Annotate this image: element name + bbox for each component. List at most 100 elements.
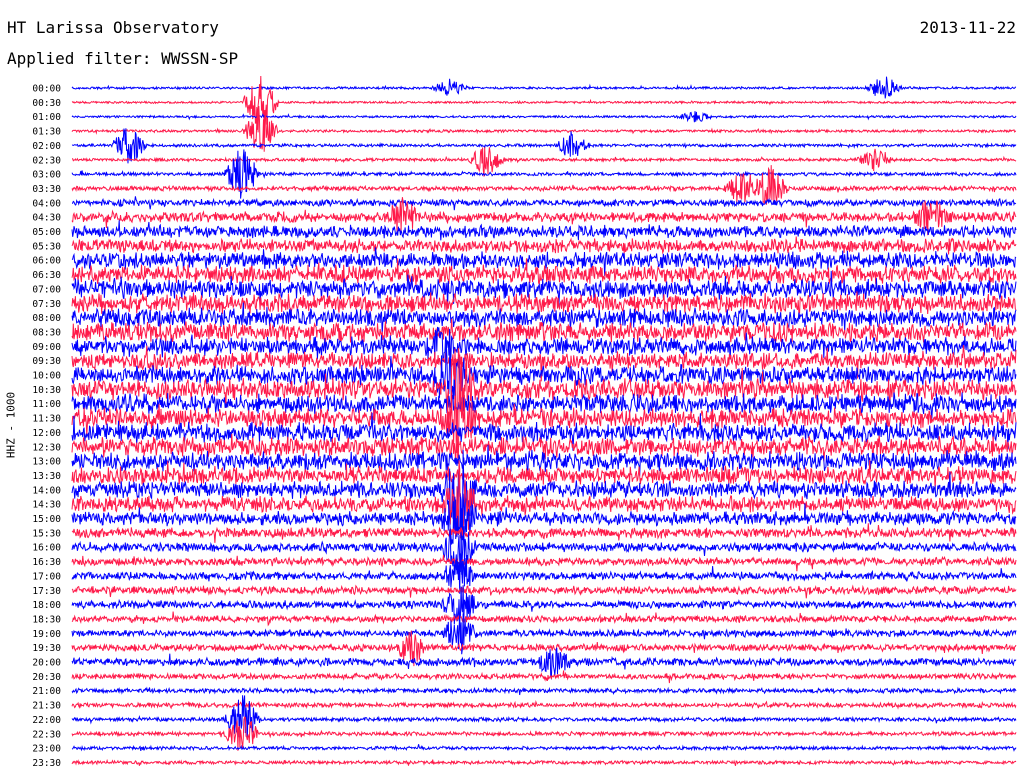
seismic-trace — [71, 344, 1017, 382]
seismic-trace — [71, 412, 1017, 451]
time-label: 10:30 — [32, 385, 61, 396]
seismic-trace — [71, 699, 1017, 710]
time-label: 22:00 — [32, 715, 61, 726]
station-title: HT Larissa Observatory — [7, 18, 219, 37]
seismic-trace — [72, 196, 1017, 211]
seismic-trace — [71, 220, 1017, 241]
seismic-trace — [71, 75, 1017, 132]
seismic-trace — [71, 647, 1017, 681]
time-label: 03:00 — [32, 170, 61, 181]
seismic-trace — [71, 105, 1017, 152]
time-label: 15:30 — [32, 528, 61, 539]
seismic-trace — [71, 197, 1017, 236]
seismic-trace — [71, 340, 1017, 414]
seismic-trace — [71, 392, 1017, 424]
time-label: 13:00 — [32, 457, 61, 468]
seismic-trace — [71, 630, 1017, 667]
time-label: 08:30 — [32, 327, 61, 338]
time-label: 00:30 — [32, 98, 61, 109]
seismic-trace — [71, 523, 1017, 543]
seismic-trace — [71, 165, 1017, 205]
time-label: 01:00 — [32, 112, 61, 123]
seismic-trace — [71, 686, 1017, 696]
time-label: 21:30 — [32, 701, 61, 712]
time-label: 06:30 — [32, 270, 61, 281]
time-label: 05:00 — [32, 227, 61, 238]
time-label: 16:30 — [32, 557, 61, 568]
time-label: 23:30 — [32, 758, 61, 769]
seismic-trace — [71, 493, 1017, 557]
seismic-trace — [71, 128, 1017, 164]
seismic-trace — [71, 553, 1017, 594]
seismic-trace — [71, 236, 1017, 255]
seismic-trace — [71, 291, 1017, 316]
seismic-trace — [71, 554, 1017, 572]
time-label: 07:00 — [32, 284, 61, 295]
time-label: 03:30 — [32, 184, 61, 195]
time-label: 08:00 — [32, 313, 61, 324]
time-label: 20:30 — [32, 672, 61, 683]
time-label: 17:30 — [32, 586, 61, 597]
time-label: 02:30 — [32, 155, 61, 166]
time-label: 15:00 — [32, 514, 61, 525]
seismic-trace — [71, 758, 1017, 766]
seismic-trace — [71, 444, 1017, 476]
seismic-trace — [71, 584, 1017, 599]
time-label: 04:30 — [32, 213, 61, 224]
seismic-trace — [71, 526, 1017, 575]
seismic-trace — [71, 270, 1017, 309]
time-label: 18:30 — [32, 614, 61, 625]
time-label: 09:30 — [32, 356, 61, 367]
time-label: 07:30 — [32, 299, 61, 310]
seismic-traces — [71, 75, 1017, 766]
seismic-trace — [71, 149, 1017, 199]
seismic-trace — [71, 460, 1017, 539]
time-label: 19:30 — [32, 643, 61, 654]
seismic-trace — [71, 449, 1017, 535]
time-label: 21:00 — [32, 686, 61, 697]
time-label: 12:00 — [32, 428, 61, 439]
seismic-trace — [71, 376, 1017, 459]
time-label: 09:00 — [32, 342, 61, 353]
time-label: 00:00 — [32, 84, 61, 95]
time-label: 12:30 — [32, 442, 61, 453]
seismic-trace — [72, 147, 1017, 177]
seismic-trace — [71, 76, 1017, 99]
time-label: 04:00 — [32, 198, 61, 209]
filter-label: Applied filter: WWSSN-SP — [7, 49, 239, 68]
time-label: 14:30 — [32, 500, 61, 511]
seismic-trace — [71, 716, 1017, 751]
seismic-trace — [71, 258, 1017, 291]
seismic-trace — [71, 326, 1017, 363]
seismic-trace — [71, 670, 1017, 684]
seismic-trace — [71, 611, 1017, 627]
plot-date: 2013-11-22 — [919, 18, 1016, 37]
time-label: 01:30 — [32, 127, 61, 138]
time-label: 13:30 — [32, 471, 61, 482]
time-label: 20:00 — [32, 658, 61, 669]
time-label: 05:30 — [32, 241, 61, 252]
time-label: 06:00 — [32, 256, 61, 267]
time-label: 10:00 — [32, 371, 61, 382]
seismic-trace — [71, 302, 1017, 335]
time-label: 11:30 — [32, 414, 61, 425]
time-label: 19:00 — [32, 629, 61, 640]
seismic-trace — [71, 247, 1017, 277]
time-label: 23:00 — [32, 744, 61, 755]
time-label: 16:00 — [32, 543, 61, 554]
time-label: 17:00 — [32, 571, 61, 582]
time-label: 14:00 — [32, 485, 61, 496]
time-labels: 00:00 00:30 01:00 01:30 02:00 02:30 03:00 03:30… — [32, 84, 61, 769]
time-label: 18:00 — [32, 600, 61, 611]
seismic-trace — [71, 347, 1017, 435]
seismic-trace — [71, 433, 1017, 464]
time-label: 22:30 — [32, 729, 61, 740]
seismic-trace — [71, 459, 1017, 490]
seismic-trace — [71, 585, 1017, 625]
seismic-trace — [71, 111, 1017, 123]
seismic-trace — [71, 613, 1017, 655]
time-label: 02:00 — [32, 141, 61, 152]
time-label: 11:00 — [32, 399, 61, 410]
seismic-trace — [71, 744, 1017, 752]
